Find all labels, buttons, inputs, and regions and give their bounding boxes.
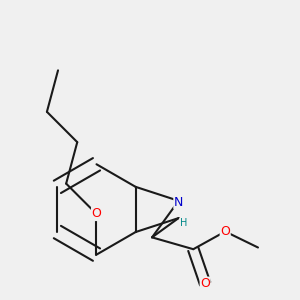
Text: O: O: [200, 277, 210, 290]
Text: O: O: [220, 225, 230, 238]
Text: O: O: [92, 208, 101, 220]
Text: H: H: [180, 218, 187, 228]
Text: N: N: [174, 196, 183, 208]
